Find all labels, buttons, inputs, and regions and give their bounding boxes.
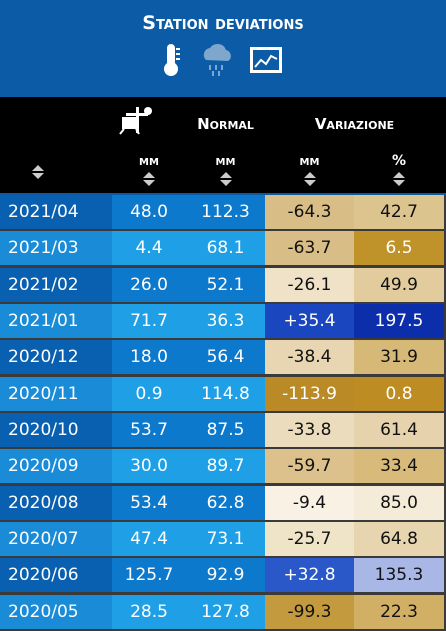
value-cell: 48.0 (112, 195, 186, 229)
column-header[interactable]: Variazione (314, 115, 395, 133)
value-cell: 22.3 (354, 594, 444, 629)
date-cell: 2020/08 (0, 485, 112, 520)
table-row: 2020/06 125.7 92.9 +32.8 135.3 (0, 558, 446, 593)
value-cell: 36.3 (186, 303, 265, 338)
value-cell: 125.7 (112, 558, 186, 593)
table-row: 2021/04 48.0 112.3 -64.3 42.7 (0, 195, 446, 229)
value-cell: 89.7 (186, 449, 265, 484)
thermometer-icon[interactable] (164, 44, 180, 76)
value-cell: 18.0 (112, 340, 186, 375)
value-cell: 112.3 (186, 195, 265, 229)
value-cell: 127.8 (186, 594, 265, 629)
value-cell: 68.1 (186, 231, 265, 266)
column-header[interactable]: Normal (197, 115, 254, 133)
value-cell: -63.7 (265, 231, 354, 266)
rain-icon[interactable] (203, 43, 231, 76)
unit: mm (139, 153, 159, 169)
date-cell: 2020/09 (0, 449, 112, 484)
value-cell: 42.7 (354, 195, 444, 229)
sort-icon[interactable] (31, 164, 45, 180)
sort-icon[interactable] (219, 171, 233, 187)
value-cell: 47.4 (112, 521, 186, 556)
sort-icon[interactable] (392, 171, 406, 187)
value-cell: -25.7 (265, 521, 354, 556)
date-cell: 2020/05 (0, 594, 112, 629)
table-row: 2020/05 28.5 127.8 -99.3 22.3 (0, 594, 446, 629)
table-row: 2021/03 4.4 68.1 -63.7 6.5 (0, 231, 446, 266)
value-cell: 0.9 (112, 376, 186, 411)
value-cell: -9.4 (265, 485, 354, 520)
value-cell: 28.5 (112, 594, 186, 629)
value-cell: -38.4 (265, 340, 354, 375)
date-cell: 2020/07 (0, 521, 112, 556)
chart-icon[interactable] (250, 47, 282, 73)
table-header: Normal Variazione mm mm mm % (0, 97, 446, 193)
value-cell: 135.3 (354, 558, 444, 593)
value-cell: +35.4 (265, 303, 354, 338)
value-cell: 30.0 (112, 449, 186, 484)
value-cell: 0.8 (354, 376, 444, 411)
value-cell: 92.9 (186, 558, 265, 593)
value-cell: 197.5 (354, 303, 444, 338)
value-cell: 26.0 (112, 267, 186, 302)
date-cell: 2020/10 (0, 412, 112, 447)
table-row: 2020/11 0.9 114.8 -113.9 0.8 (0, 376, 446, 411)
unit-header[interactable]: mm (265, 153, 354, 187)
value-cell: -99.3 (265, 594, 354, 629)
table-row: 2020/12 18.0 56.4 -38.4 31.9 (0, 340, 446, 375)
unit-header[interactable]: mm (186, 153, 265, 187)
value-cell: -33.8 (265, 412, 354, 447)
value-cell: 64.8 (354, 521, 444, 556)
value-cell: -26.1 (265, 267, 354, 302)
value-cell: -113.9 (265, 376, 354, 411)
table-row: 2020/09 30.0 89.7 -59.7 33.4 (0, 449, 446, 484)
date-cell: 2021/03 (0, 231, 112, 266)
station-icon (119, 107, 152, 135)
unit: % (391, 153, 407, 169)
value-cell: 6.5 (354, 231, 444, 266)
value-cell: 53.4 (112, 485, 186, 520)
table-row: 2021/01 71.7 36.3 +35.4 197.5 (0, 303, 446, 338)
value-cell: 73.1 (186, 521, 265, 556)
date-cell: 2021/02 (0, 267, 112, 302)
header: Station deviations (0, 0, 446, 97)
date-cell: 2020/11 (0, 376, 112, 411)
sort-icon[interactable] (303, 171, 317, 187)
unit-header[interactable]: mm (112, 153, 186, 187)
table-row: 2020/10 53.7 87.5 -33.8 61.4 (0, 412, 446, 447)
date-cell: 2020/06 (0, 558, 112, 593)
date-cell: 2021/01 (0, 303, 112, 338)
value-cell: 56.4 (186, 340, 265, 375)
value-cell: 33.4 (354, 449, 444, 484)
value-cell: 49.9 (354, 267, 444, 302)
view-icons (164, 43, 282, 76)
table-row: 2021/02 26.0 52.1 -26.1 49.9 (0, 267, 446, 302)
value-cell: 85.0 (354, 485, 444, 520)
value-cell: 71.7 (112, 303, 186, 338)
table-row: 2020/08 53.4 62.8 -9.4 85.0 (0, 485, 446, 520)
unit: mm (215, 153, 236, 169)
value-cell: -59.7 (265, 449, 354, 484)
value-cell: 62.8 (186, 485, 265, 520)
sort-icon[interactable] (142, 171, 156, 187)
value-cell: 53.7 (112, 412, 186, 447)
date-cell: 2021/04 (0, 195, 112, 229)
value-cell: 52.1 (186, 267, 265, 302)
value-cell: 61.4 (354, 412, 444, 447)
unit-header[interactable]: % (354, 153, 444, 187)
value-cell: +32.8 (265, 558, 354, 593)
value-cell: 31.9 (354, 340, 444, 375)
value-cell: 87.5 (186, 412, 265, 447)
value-cell: 4.4 (112, 231, 186, 266)
value-cell: 114.8 (186, 376, 265, 411)
title: Station deviations (142, 12, 304, 34)
value-cell: -64.3 (265, 195, 354, 229)
date-cell: 2020/12 (0, 340, 112, 375)
table-body: 2021/04 48.0 112.3 -64.3 42.7 2021/03 4.4 68.1-… (0, 195, 446, 631)
table-row: 2020/07 47.4 73.1 -25.7 64.8 (0, 521, 446, 556)
unit: mm (299, 153, 320, 169)
